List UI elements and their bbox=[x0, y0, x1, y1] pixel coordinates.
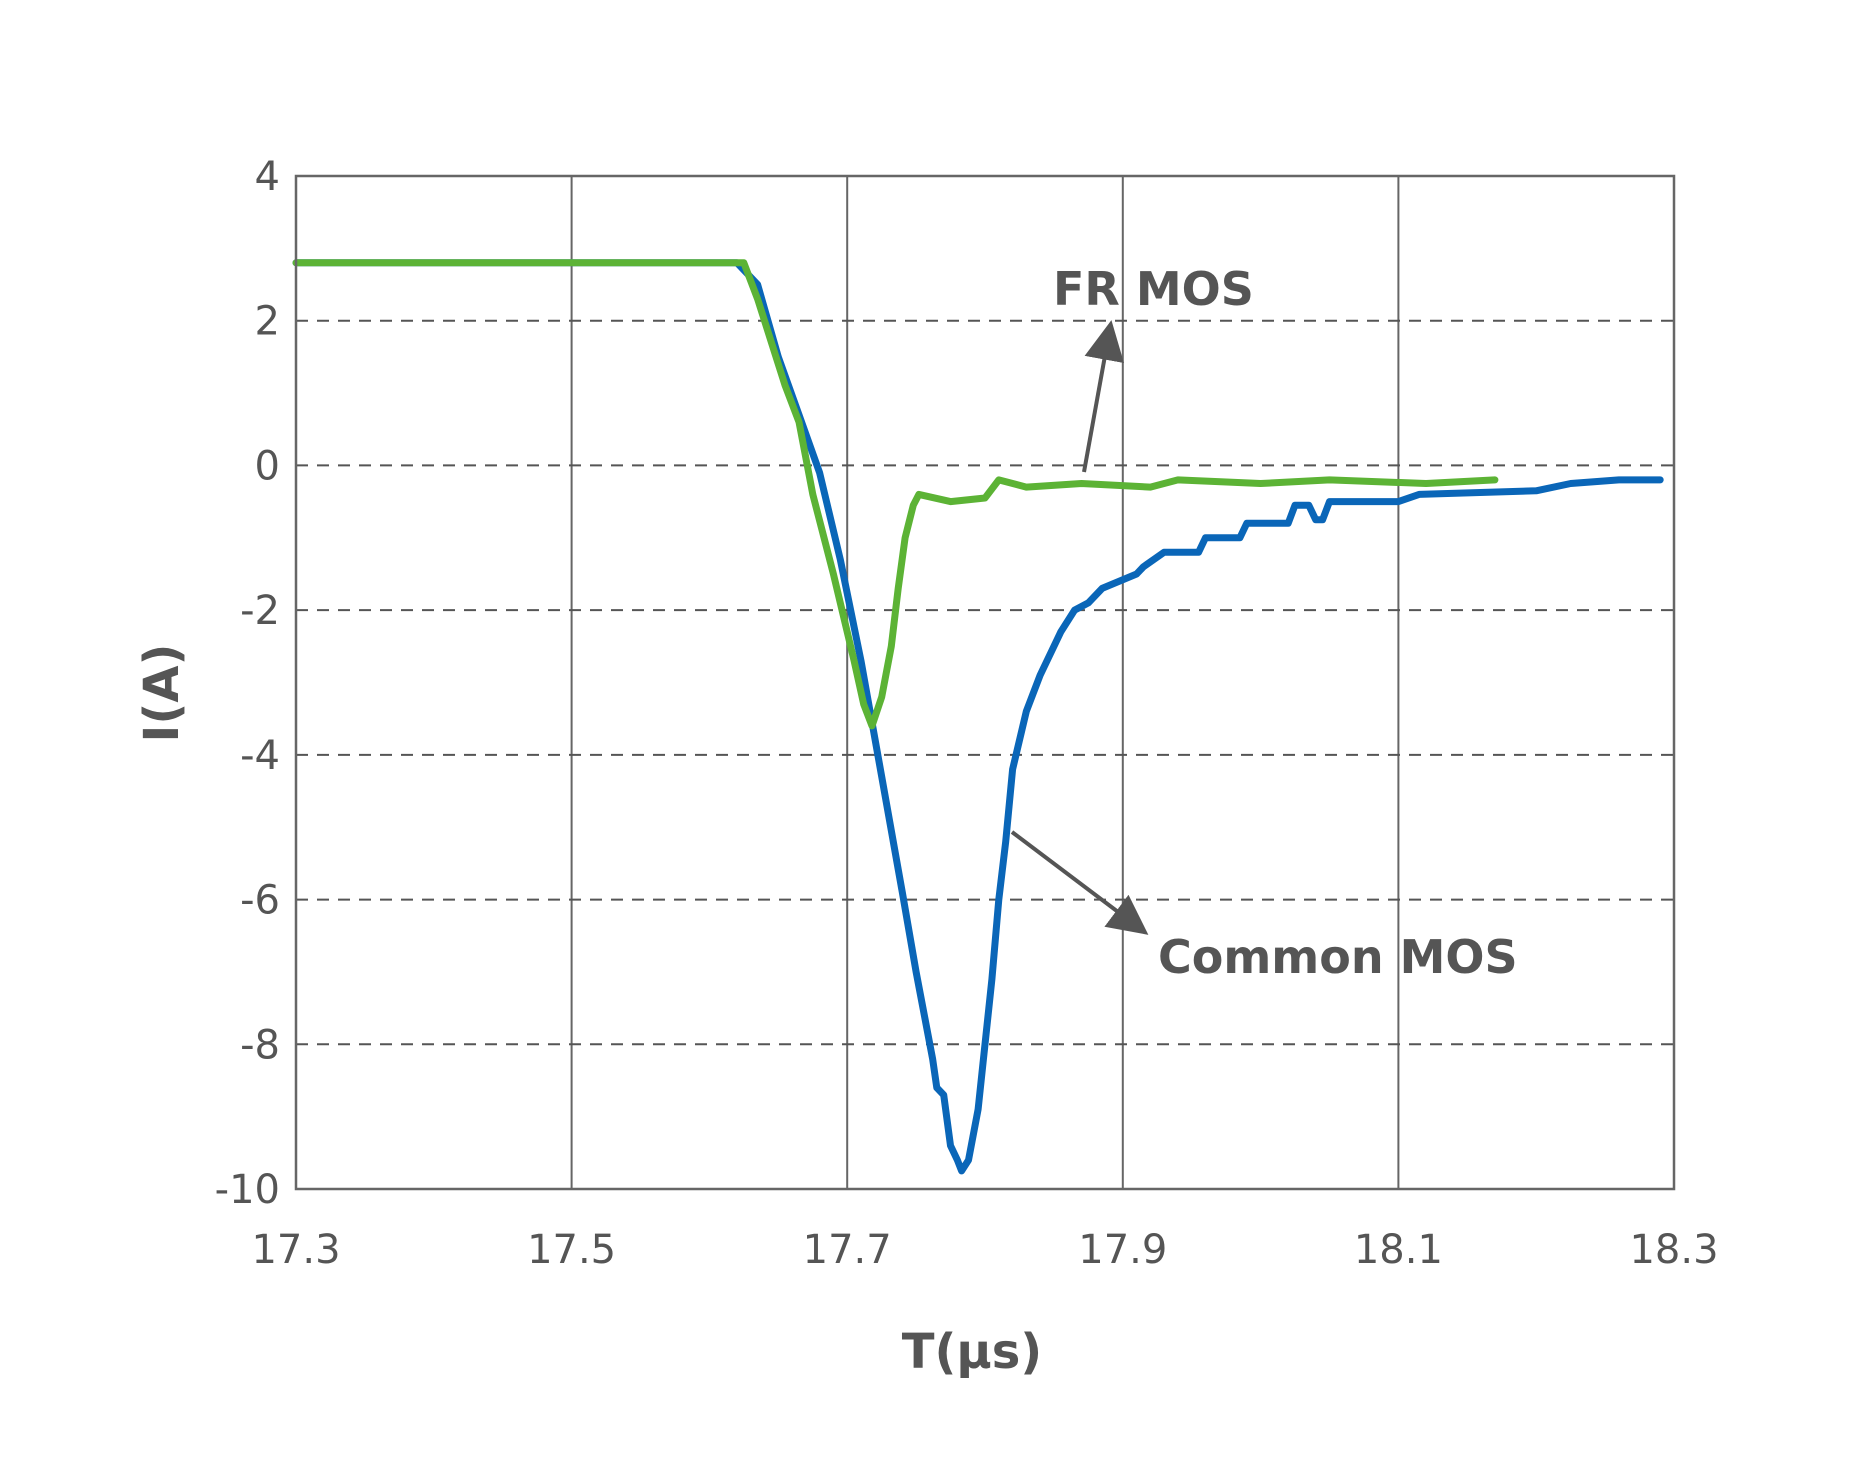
y-tick-label: 2 bbox=[255, 299, 280, 345]
y-tick-label: 4 bbox=[255, 154, 280, 200]
y-tick-labels: 4 2 0 -2 -4 -6 -8 -10 bbox=[215, 154, 280, 1213]
x-tick-label: 17.5 bbox=[527, 1227, 616, 1273]
series-line-fr-mos bbox=[292, 259, 1499, 730]
y-tick-label: -8 bbox=[240, 1022, 280, 1068]
common-mos-annotation: Common MOS bbox=[1158, 930, 1518, 984]
x-tick-label: 17.3 bbox=[251, 1227, 340, 1273]
y-tick-label: 0 bbox=[255, 443, 280, 489]
y-axis-label: I(A) bbox=[134, 644, 190, 743]
y-tick-label: -4 bbox=[240, 733, 280, 779]
common-mos-arrow bbox=[1010, 830, 1149, 935]
y-tick-label: -6 bbox=[240, 878, 280, 924]
series-group bbox=[292, 259, 1664, 1175]
x-tick-label: 18.3 bbox=[1629, 1227, 1718, 1273]
fr-mos-annotation: FR MOS bbox=[1053, 262, 1254, 316]
y-tick-label: -2 bbox=[240, 588, 280, 634]
series-line-common-mos bbox=[292, 259, 1664, 1175]
x-axis-label: T(μs) bbox=[902, 1324, 1043, 1380]
x-tick-label: 17.7 bbox=[803, 1227, 892, 1273]
x-tick-labels: 17.3 17.5 17.7 17.9 18.1 18.3 bbox=[251, 1227, 1718, 1273]
fr-mos-arrow bbox=[1082, 320, 1124, 473]
y-tick-label: -10 bbox=[215, 1167, 280, 1213]
x-tick-label: 17.9 bbox=[1078, 1227, 1167, 1273]
x-tick-label: 18.1 bbox=[1354, 1227, 1443, 1273]
plot-frame bbox=[294, 174, 1676, 1191]
